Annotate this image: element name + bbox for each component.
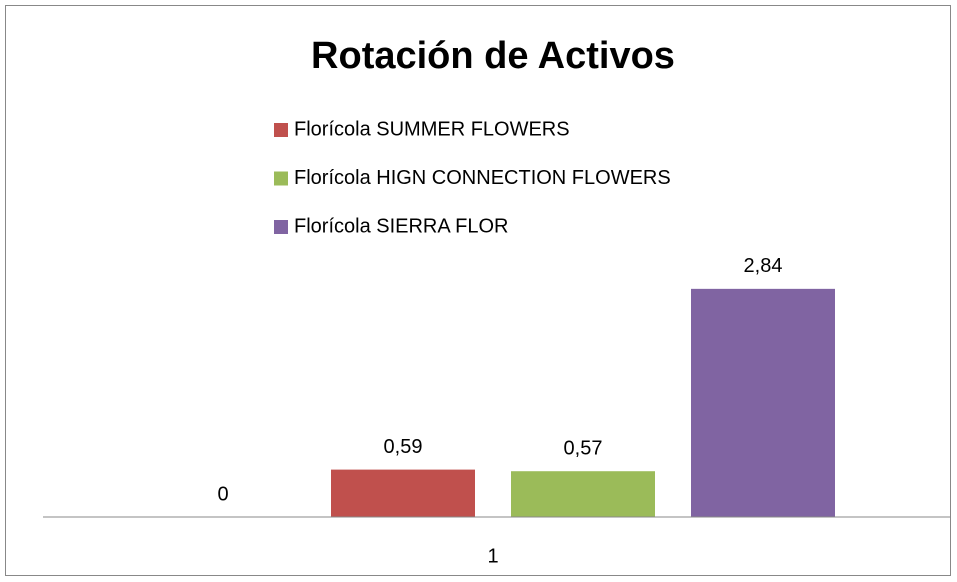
data-label: 0,59 — [384, 436, 423, 458]
legend-label: Florícola SUMMER FLOWERS — [294, 118, 570, 140]
bar — [691, 288, 835, 517]
data-label: 2,84 — [744, 255, 783, 277]
data-label: 0,57 — [564, 437, 603, 459]
legend-swatch — [274, 220, 288, 234]
chart-title: Rotación de Activos — [311, 35, 675, 77]
data-label: 0 — [217, 483, 228, 505]
x-tick-label: 1 — [487, 545, 498, 567]
bar — [511, 471, 655, 517]
bar — [331, 469, 475, 517]
legend-label: Florícola SIERRA FLOR — [294, 215, 509, 237]
legend-swatch — [274, 123, 288, 137]
legend-swatch — [274, 171, 288, 186]
legend-label: Florícola HIGN CONNECTION FLOWERS — [294, 167, 671, 189]
